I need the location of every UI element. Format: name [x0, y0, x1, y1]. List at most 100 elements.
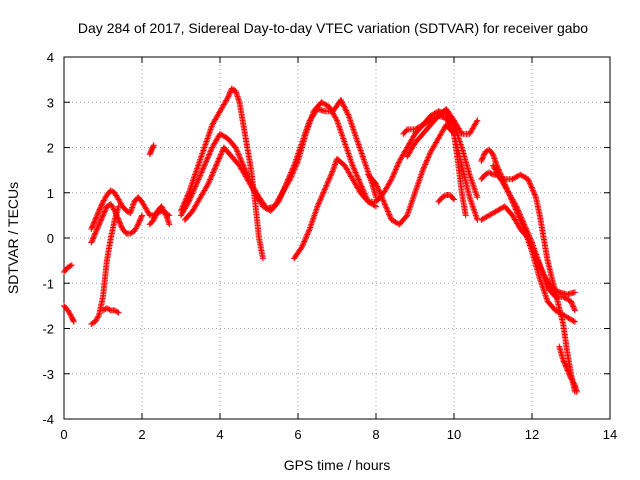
data-point [421, 162, 428, 169]
data-point [441, 192, 448, 199]
data-point [316, 199, 323, 206]
data-point [237, 155, 244, 162]
data-point [95, 209, 102, 216]
data-point [277, 193, 284, 200]
data-point [205, 179, 212, 186]
data-point [478, 158, 485, 165]
data-point [233, 147, 240, 154]
x-tick-label: 8 [372, 427, 379, 442]
data-point [418, 171, 425, 178]
data-point [309, 216, 316, 223]
data-point [320, 189, 327, 196]
data-point [528, 183, 535, 190]
data-point [479, 154, 486, 161]
data-point [565, 368, 572, 375]
data-point [196, 173, 203, 180]
data-point [239, 159, 246, 166]
data-point [472, 210, 479, 217]
data-point [374, 183, 381, 190]
data-point [353, 170, 360, 177]
data-point [194, 179, 201, 186]
data-point [357, 146, 364, 153]
data-point [469, 180, 476, 187]
data-point [566, 372, 573, 379]
data-point [481, 151, 488, 158]
data-point [449, 128, 456, 135]
data-point [310, 215, 317, 222]
data-point [137, 216, 144, 223]
data-point [322, 185, 329, 192]
data-point [99, 200, 106, 207]
data-point [338, 98, 345, 105]
data-point [480, 152, 487, 159]
data-point [314, 203, 321, 210]
data-point [303, 234, 310, 241]
data-point [356, 142, 363, 149]
data-point [88, 239, 95, 246]
data-point [361, 158, 368, 165]
data-point [338, 129, 345, 136]
data-point [301, 237, 308, 244]
data-point [468, 176, 475, 183]
data-point [337, 96, 344, 103]
data-point [355, 175, 361, 182]
data-point [210, 168, 217, 175]
data-point [134, 222, 141, 229]
data-point [386, 212, 393, 219]
data-point [551, 292, 558, 299]
data-point [91, 233, 98, 240]
data-point [451, 196, 457, 203]
data-point [416, 176, 423, 183]
data-point [319, 190, 326, 197]
data-point [97, 203, 104, 210]
data-point [415, 180, 422, 187]
data-point [352, 169, 359, 176]
data-point [341, 103, 348, 110]
data-point [202, 141, 209, 148]
data-point [386, 211, 393, 218]
y-tick-label: 4 [47, 50, 54, 65]
data-point [151, 214, 158, 221]
data-point [352, 133, 359, 140]
data-point [98, 214, 105, 221]
data-point [100, 211, 107, 218]
data-point [280, 187, 287, 194]
data-point [413, 185, 420, 192]
data-point [445, 119, 452, 126]
data-point [469, 179, 476, 186]
data-point [470, 204, 477, 211]
data-point [526, 232, 532, 239]
data-point [408, 198, 415, 205]
data-point [469, 201, 476, 208]
data-point [375, 186, 382, 193]
data-point [188, 193, 195, 200]
data-point [524, 228, 531, 235]
data-point [212, 163, 219, 170]
data-point [573, 388, 580, 395]
data-point [341, 139, 348, 146]
y-tick-label: -1 [42, 276, 54, 291]
data-point [317, 196, 324, 203]
data-point [565, 370, 572, 377]
data-point [300, 241, 307, 248]
data-point [380, 197, 387, 204]
data-point [70, 318, 77, 325]
data-point [382, 201, 388, 208]
data-point [101, 208, 108, 215]
data-point [102, 207, 109, 214]
data-point [288, 168, 295, 175]
data-point [518, 215, 525, 222]
data-point [423, 158, 430, 165]
data-point [527, 236, 534, 243]
data-point [571, 380, 578, 387]
data-point [94, 225, 101, 232]
data-point [116, 219, 123, 226]
data-point [117, 222, 124, 229]
data-point [333, 115, 340, 122]
data-point [425, 154, 432, 161]
data-point [528, 238, 535, 245]
data-point [189, 190, 196, 197]
data-point [570, 317, 577, 324]
data-point [394, 163, 400, 170]
